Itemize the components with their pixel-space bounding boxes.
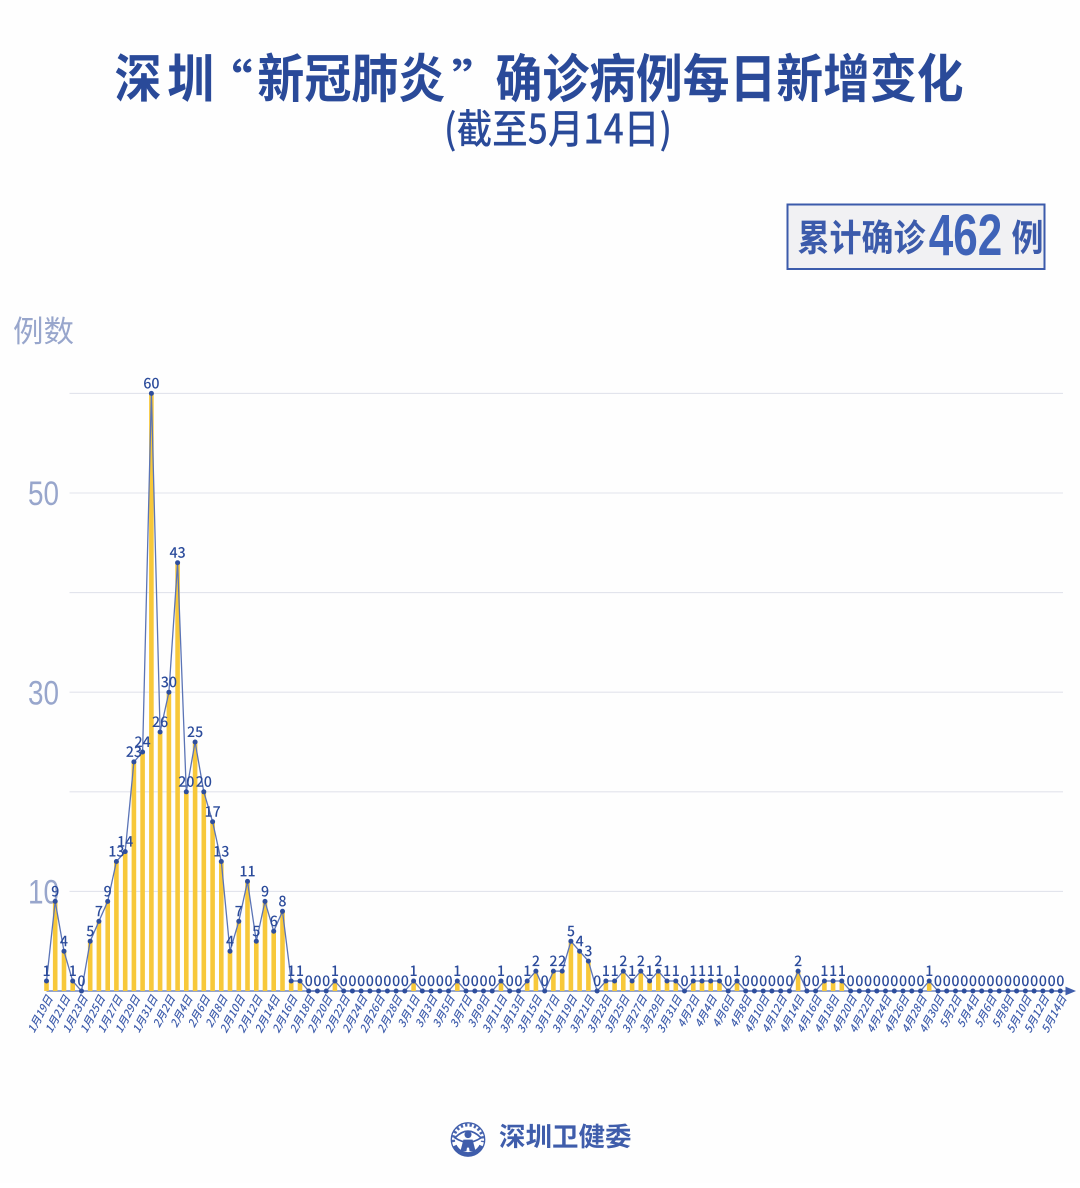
svg-text:50: 50 xyxy=(28,474,59,512)
svg-text:462: 462 xyxy=(929,202,1003,267)
svg-text:30: 30 xyxy=(28,674,59,712)
